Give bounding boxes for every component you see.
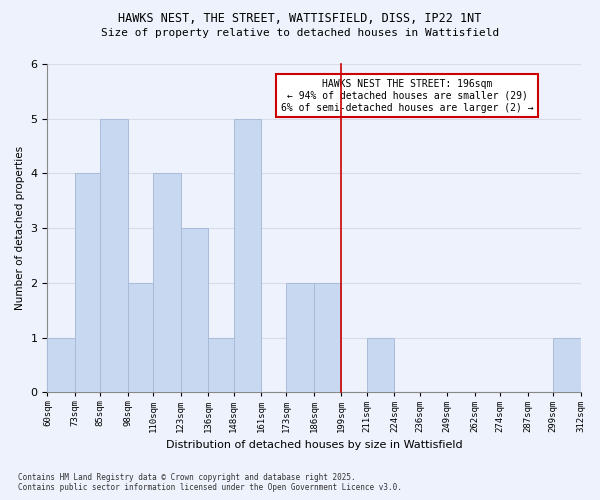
Text: HAWKS NEST THE STREET: 196sqm
← 94% of detached houses are smaller (29)
6% of se: HAWKS NEST THE STREET: 196sqm ← 94% of d… — [281, 80, 533, 112]
Bar — [208, 338, 233, 392]
Bar — [153, 174, 181, 392]
Text: Contains HM Land Registry data © Crown copyright and database right 2025.
Contai: Contains HM Land Registry data © Crown c… — [18, 473, 402, 492]
Bar — [181, 228, 208, 392]
Text: Size of property relative to detached houses in Wattisfield: Size of property relative to detached ho… — [101, 28, 499, 38]
Y-axis label: Number of detached properties: Number of detached properties — [15, 146, 25, 310]
Bar — [286, 283, 314, 393]
Bar — [367, 338, 394, 392]
Bar — [47, 338, 75, 392]
Bar — [100, 118, 128, 392]
X-axis label: Distribution of detached houses by size in Wattisfield: Distribution of detached houses by size … — [166, 440, 462, 450]
Text: HAWKS NEST, THE STREET, WATTISFIELD, DISS, IP22 1NT: HAWKS NEST, THE STREET, WATTISFIELD, DIS… — [118, 12, 482, 26]
Bar — [553, 338, 581, 392]
Bar — [314, 283, 341, 393]
Bar — [75, 174, 100, 392]
Bar — [233, 118, 261, 392]
Bar — [128, 283, 153, 393]
